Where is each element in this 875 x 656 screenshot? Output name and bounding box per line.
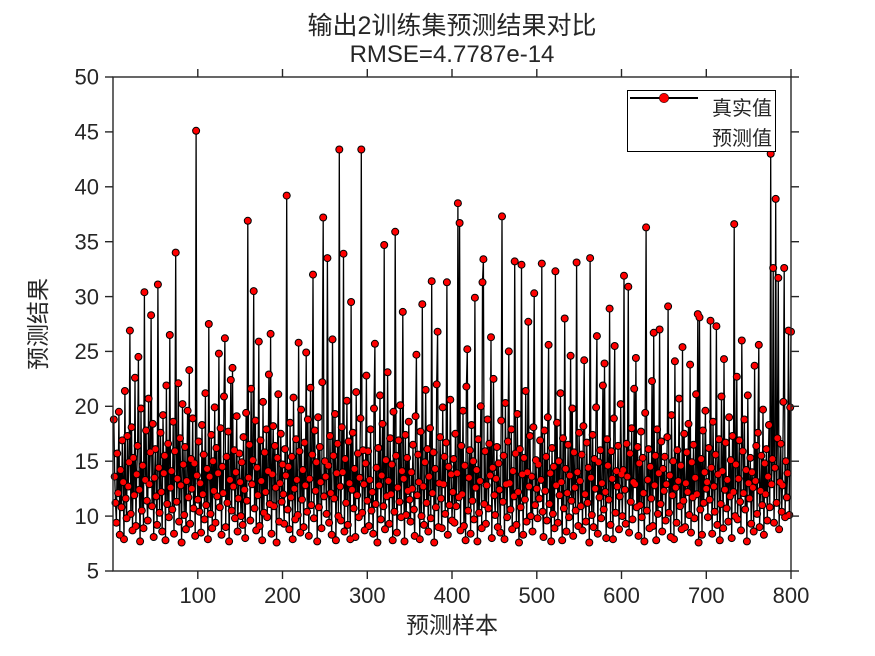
series-pred-markers [110,127,794,546]
y-tick-label: 30 [75,284,99,309]
y-tick-label: 40 [75,175,99,200]
chart-title: 输出2训练集预测结果对比 [307,12,597,40]
x-tick-label: 500 [518,583,555,608]
y-axis-label: 预测结果 [25,278,51,370]
x-tick-label: 700 [688,583,725,608]
y-tick-label: 45 [75,120,99,145]
y-tick-label: 5 [87,559,99,584]
y-tick-label: 20 [75,394,99,419]
x-axis-label: 预测样本 [406,612,498,638]
legend-pred-label: 预测值 [712,127,772,150]
legend-box: 真实值 预测值 [627,90,776,152]
x-tick-label: 400 [434,583,471,608]
x-tick-labels: 100 200 300 400 500 600 700 800 [179,583,809,608]
x-tick-label: 800 [773,583,810,608]
y-tick-label: 15 [75,449,99,474]
chart-title-block: 输出2训练集预测结果对比 RMSE=4.7787e-14 [113,12,791,68]
y-tick-labels: 5 10 15 20 25 30 35 40 45 50 [75,65,99,584]
y-tick-label: 35 [75,229,99,254]
x-tick-label: 100 [179,583,216,608]
y-tick-label: 25 [75,339,99,364]
chart-subtitle-rmse: RMSE=4.7787e-14 [349,40,555,68]
y-tick-label: 50 [75,65,99,90]
series-true-line [113,130,792,543]
legend-item-pred: 预测值 [628,93,775,150]
y-tick-label: 10 [75,504,99,529]
x-tick-label: 200 [264,583,301,608]
legend-true-label: 真实值 [712,97,772,120]
x-tick-label: 300 [349,583,386,608]
x-tick-label: 600 [603,583,640,608]
axis-ticks [105,69,799,579]
